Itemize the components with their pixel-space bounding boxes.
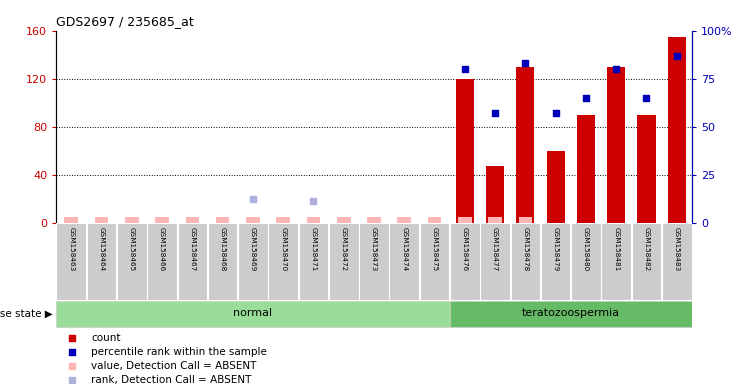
Point <box>66 349 78 355</box>
Text: normal: normal <box>233 308 272 318</box>
Bar <box>117 223 147 300</box>
Text: percentile rank within the sample: percentile rank within the sample <box>91 347 267 357</box>
Bar <box>541 223 571 300</box>
Bar <box>488 217 502 223</box>
Bar <box>571 223 601 300</box>
Text: count: count <box>91 333 120 343</box>
Bar <box>397 217 411 223</box>
Bar <box>56 223 86 300</box>
Bar <box>329 223 358 300</box>
Point <box>610 66 622 72</box>
Text: GSM158470: GSM158470 <box>280 227 286 271</box>
Bar <box>87 223 117 300</box>
Text: GSM158471: GSM158471 <box>310 227 316 271</box>
Text: GSM158468: GSM158468 <box>220 227 226 271</box>
Point <box>550 110 562 116</box>
Text: GSM158478: GSM158478 <box>522 227 528 271</box>
Bar <box>480 223 510 300</box>
Text: disease state ▶: disease state ▶ <box>0 308 52 318</box>
Bar <box>337 217 351 223</box>
Bar <box>450 301 692 327</box>
Bar <box>458 217 472 223</box>
Text: GSM158473: GSM158473 <box>371 227 377 271</box>
Text: GSM158480: GSM158480 <box>583 227 589 271</box>
Bar <box>420 223 450 300</box>
Bar <box>456 79 474 223</box>
Bar <box>246 217 260 223</box>
Bar <box>307 217 320 223</box>
Bar <box>577 115 595 223</box>
Bar <box>511 223 540 300</box>
Text: GDS2697 / 235685_at: GDS2697 / 235685_at <box>56 15 194 28</box>
Text: GSM158463: GSM158463 <box>68 227 74 271</box>
Bar <box>516 67 535 223</box>
Bar <box>390 223 419 300</box>
Point <box>489 110 501 116</box>
Text: rank, Detection Call = ABSENT: rank, Detection Call = ABSENT <box>91 375 251 384</box>
Bar <box>64 217 78 223</box>
Bar <box>298 223 328 300</box>
Bar <box>216 217 230 223</box>
Bar <box>662 223 692 300</box>
Text: teratozoospermia: teratozoospermia <box>522 308 620 318</box>
Bar <box>56 301 450 327</box>
Point <box>580 95 592 101</box>
Bar <box>95 217 108 223</box>
Text: GSM158472: GSM158472 <box>341 227 347 271</box>
Point <box>519 60 531 66</box>
Text: GSM158469: GSM158469 <box>250 227 256 271</box>
Text: GSM158465: GSM158465 <box>129 227 135 271</box>
Point <box>247 196 259 202</box>
Bar <box>547 151 565 223</box>
Point <box>307 198 319 204</box>
Bar <box>637 115 655 223</box>
Bar <box>518 217 532 223</box>
Bar <box>428 217 441 223</box>
Point <box>671 53 683 59</box>
Text: GSM158477: GSM158477 <box>492 227 498 271</box>
Bar <box>186 217 199 223</box>
Bar <box>359 223 389 300</box>
Text: GSM158475: GSM158475 <box>432 227 438 271</box>
Point <box>640 95 652 101</box>
Bar <box>607 67 625 223</box>
Point <box>459 66 470 72</box>
Bar <box>276 217 290 223</box>
Text: GSM158474: GSM158474 <box>401 227 407 271</box>
Bar <box>125 217 138 223</box>
Text: GSM158481: GSM158481 <box>613 227 619 271</box>
Text: GSM158479: GSM158479 <box>553 227 559 271</box>
Bar <box>601 223 631 300</box>
Bar <box>486 166 504 223</box>
Text: GSM158476: GSM158476 <box>462 227 468 271</box>
Bar <box>238 223 268 300</box>
Bar <box>631 223 661 300</box>
Bar <box>450 223 479 300</box>
Text: GSM158464: GSM158464 <box>99 227 105 271</box>
Bar <box>269 223 298 300</box>
Bar <box>367 217 381 223</box>
Bar <box>156 217 169 223</box>
Text: GSM158483: GSM158483 <box>674 227 680 271</box>
Text: GSM158482: GSM158482 <box>643 227 649 271</box>
Point <box>66 335 78 341</box>
Bar <box>177 223 207 300</box>
Bar <box>668 37 686 223</box>
Point <box>66 377 78 383</box>
Bar <box>208 223 237 300</box>
Point <box>66 363 78 369</box>
Text: GSM158467: GSM158467 <box>189 227 195 271</box>
Text: value, Detection Call = ABSENT: value, Detection Call = ABSENT <box>91 361 257 371</box>
Bar <box>147 223 177 300</box>
Text: GSM158466: GSM158466 <box>159 227 165 271</box>
